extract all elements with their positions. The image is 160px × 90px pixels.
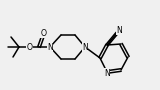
Text: N: N: [116, 25, 122, 34]
Text: O: O: [41, 29, 47, 38]
Text: N: N: [82, 42, 88, 51]
Text: N: N: [47, 42, 53, 51]
Text: N: N: [104, 68, 110, 77]
Text: O: O: [27, 42, 32, 51]
